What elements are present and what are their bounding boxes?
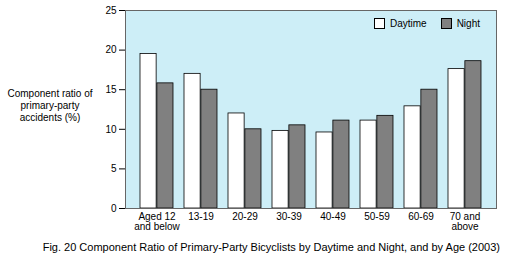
svg-text:70 andabove: 70 andabove	[450, 211, 481, 232]
svg-text:0: 0	[111, 203, 117, 214]
svg-text:40-49: 40-49	[320, 211, 346, 222]
svg-text:30-39: 30-39	[276, 211, 302, 222]
html-text:Daytime: Daytime	[390, 18, 427, 29]
svg-text:25: 25	[105, 5, 117, 16]
svg-text:20-29: 20-29	[232, 211, 258, 222]
html-text:Fig. 20 Component Ratio of Pri: Fig. 20 Component Ratio of Primary-Party…	[42, 241, 500, 253]
svg-text:Aged 12and below: Aged 12and below	[134, 211, 180, 232]
svg-text:60-69: 60-69	[408, 211, 434, 222]
svg-text:15: 15	[105, 84, 117, 95]
html-text:Night: Night	[456, 18, 480, 29]
svg-text:50-59: 50-59	[364, 211, 390, 222]
svg-text:20: 20	[105, 44, 117, 55]
svg-text:5: 5	[111, 163, 117, 174]
svg-text:13-19: 13-19	[188, 211, 214, 222]
svg-text:10: 10	[105, 124, 117, 135]
html-text:Component ratio of primary-par: Component ratio of primary-party acciden…	[7, 88, 93, 123]
